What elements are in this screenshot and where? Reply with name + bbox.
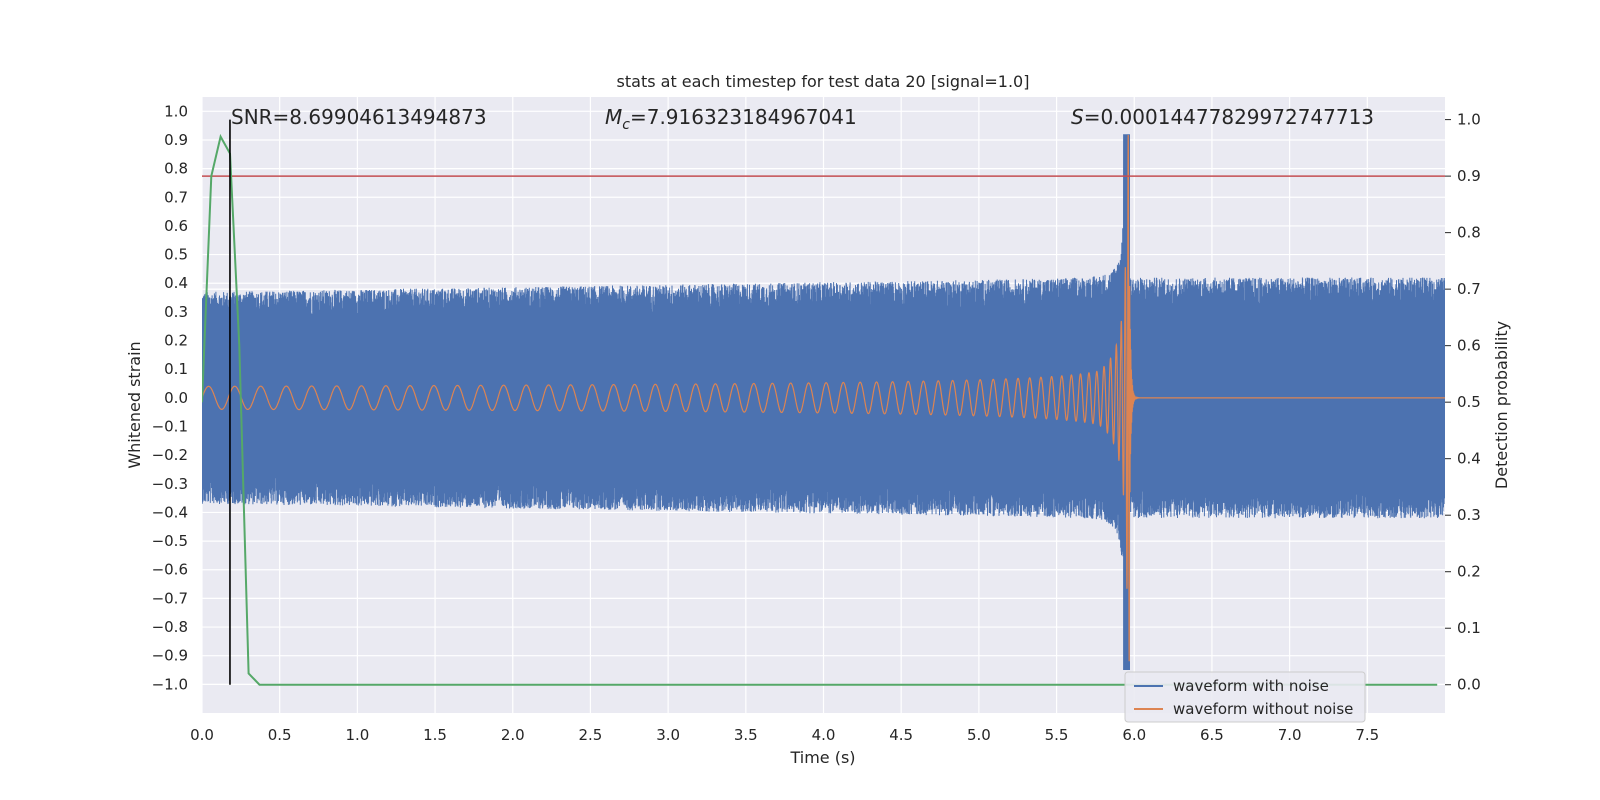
y-tick-label: 0.6 — [164, 217, 188, 235]
s-symbol: S — [1071, 105, 1084, 129]
mc-annotation: Mc=7.916323184967041 — [605, 105, 857, 133]
y-tick-label: −0.3 — [152, 475, 188, 493]
y2-tick-label: 0.4 — [1457, 450, 1481, 468]
y-tick-label: 1.0 — [164, 102, 188, 120]
y2-tick-label: 0.3 — [1457, 506, 1481, 524]
y2-tick-label: 0.7 — [1457, 280, 1481, 298]
legend-label-clean: waveform without noise — [1173, 700, 1353, 718]
x-tick-label: 5.0 — [967, 726, 991, 744]
y-tick-label: −0.7 — [152, 589, 188, 607]
y2-axis-label: Detection probability — [1492, 321, 1511, 489]
y-tick-label: −0.9 — [152, 647, 188, 665]
s-annotation: S=0.00014477829972747713 — [1071, 105, 1374, 129]
y-tick-label: −0.8 — [152, 618, 188, 636]
y2-tick-label: 0.0 — [1457, 676, 1481, 694]
y-tick-labels: 1.0 0.9 0.8 0.7 0.6 0.5 0.4 0.3 0.2 0.1 0.0 −0.1 −0.… — [152, 102, 188, 693]
x-tick-label: 3.5 — [734, 726, 758, 744]
series-waveform-without-noise — [202, 135, 1445, 662]
y-tick-label: 0.3 — [164, 303, 188, 321]
legend-label-noise: waveform with noise — [1173, 677, 1329, 695]
x-tick-label: 0.5 — [268, 726, 292, 744]
x-tick-label: 4.0 — [812, 726, 836, 744]
x-tick-label: 1.0 — [345, 726, 369, 744]
y-tick-label: −0.5 — [152, 532, 188, 550]
snr-annotation: SNR=8.69904613494873 — [231, 105, 487, 129]
x-tick-labels: 0.0 0.5 1.0 1.5 2.0 2.5 3.0 3.5 4.0 4.5 5.0 5.5 6.0 6… — [190, 726, 1379, 744]
x-axis-label: Time (s) — [789, 748, 855, 767]
y-tick-label: 0.5 — [164, 246, 188, 264]
x-tick-label: 4.5 — [889, 726, 913, 744]
mc-value: =7.916323184967041 — [630, 105, 857, 129]
y-tick-label: −0.1 — [152, 417, 188, 435]
y2-tick-label: 0.5 — [1457, 393, 1481, 411]
x-tick-label: 3.0 — [656, 726, 680, 744]
y-tick-label: −1.0 — [152, 675, 188, 693]
mc-symbol: M — [605, 105, 622, 129]
x-tick-label: 7.0 — [1278, 726, 1302, 744]
y-tick-label: 0.2 — [164, 332, 188, 350]
chart-title: stats at each timestep for test data 20 … — [617, 72, 1030, 91]
y-tick-label: 0.8 — [164, 160, 188, 178]
x-tick-label: 1.5 — [423, 726, 447, 744]
legend: waveform with noise waveform without noi… — [1124, 671, 1366, 723]
y2-tick-label: 1.0 — [1457, 111, 1481, 129]
y2-tick-label: 0.1 — [1457, 619, 1481, 637]
x-tick-label: 7.5 — [1355, 726, 1379, 744]
s-value: =0.00014477829972747713 — [1084, 105, 1374, 129]
y-tick-label: 0.7 — [164, 188, 188, 206]
y-tick-label: 0.4 — [164, 274, 188, 292]
series-waveform-with-noise — [202, 134, 1445, 671]
y2-tick-label: 0.2 — [1457, 563, 1481, 581]
mc-subscript: c — [622, 117, 630, 133]
y-tick-label: 0.0 — [164, 389, 188, 407]
y2-tick-label: 0.9 — [1457, 167, 1481, 185]
x-tick-label: 2.5 — [579, 726, 603, 744]
y-tick-label: 0.1 — [164, 360, 188, 378]
y2-tick-label: 0.8 — [1457, 224, 1481, 242]
y-tick-label: 0.9 — [164, 131, 188, 149]
series-detection-probability — [202, 133, 1438, 686]
y-axis-label: Whitened strain — [125, 341, 144, 468]
y-tick-label: −0.4 — [152, 503, 188, 521]
y-tick-label: −0.2 — [152, 446, 188, 464]
y2-tick-labels: 1.0 0.9 0.8 0.7 0.6 0.5 0.4 0.3 0.2 0.1 0.0 — [1445, 111, 1481, 694]
y-tick-label: −0.6 — [152, 561, 188, 579]
x-tick-label: 0.0 — [190, 726, 214, 744]
legend-box — [1124, 671, 1366, 723]
x-tick-label: 6.5 — [1200, 726, 1224, 744]
x-tick-label: 5.5 — [1045, 726, 1069, 744]
x-tick-label: 2.0 — [501, 726, 525, 744]
x-tick-label: 6.0 — [1122, 726, 1146, 744]
y2-tick-label: 0.6 — [1457, 337, 1481, 355]
